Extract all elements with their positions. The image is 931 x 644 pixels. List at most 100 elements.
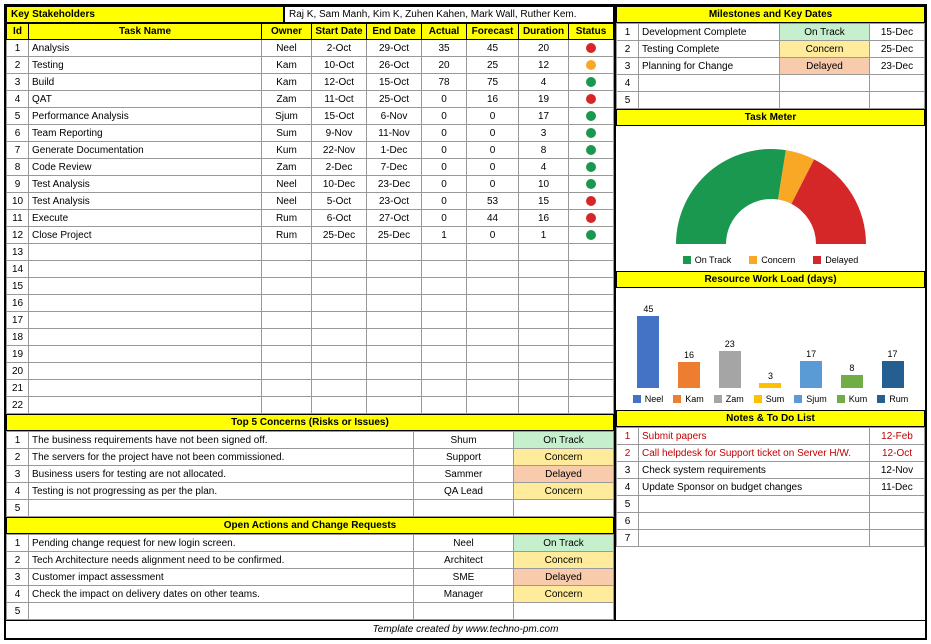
task-start[interactable]: 6-Oct [312,210,367,227]
issue-text[interactable]: Tech Architecture needs alignment need t… [29,552,414,569]
note-row[interactable]: 4 Update Sponsor on budget changes 11-De… [617,479,925,496]
task-row-empty[interactable]: 21 [7,380,614,397]
milestone-row[interactable]: 2 Testing Complete Concern 25-Dec [617,41,925,58]
issue-text[interactable]: Pending change request for new login scr… [29,535,414,552]
issue-owner[interactable]: Architect [414,552,514,569]
task-row-empty[interactable]: 14 [7,261,614,278]
task-duration[interactable]: 17 [519,108,569,125]
task-actual[interactable]: 1 [422,227,467,244]
task-forecast[interactable]: 0 [467,125,519,142]
task-name[interactable]: Team Reporting [29,125,262,142]
task-end[interactable]: 25-Oct [367,91,422,108]
task-owner[interactable]: Neel [262,193,312,210]
note-row[interactable]: 7 [617,530,925,547]
task-row-empty[interactable]: 22 [7,397,614,414]
note-text[interactable]: Call helpdesk for Support ticket on Serv… [639,445,870,462]
note-date[interactable] [870,513,925,530]
issue-row[interactable]: 2 The servers for the project have not b… [7,449,614,466]
issue-owner[interactable]: Manager [414,586,514,603]
task-row-empty[interactable]: 18 [7,329,614,346]
task-actual[interactable]: 0 [422,176,467,193]
note-date[interactable]: 12-Feb [870,428,925,445]
note-date[interactable]: 12-Nov [870,462,925,479]
task-row[interactable]: 10 Test Analysis Neel 5-Oct 23-Oct 0 53 … [7,193,614,210]
task-duration[interactable]: 4 [519,74,569,91]
task-forecast[interactable]: 0 [467,227,519,244]
task-forecast[interactable]: 0 [467,176,519,193]
task-start[interactable]: 9-Nov [312,125,367,142]
milestone-row[interactable]: 3 Planning for Change Delayed 23-Dec [617,58,925,75]
issue-row[interactable]: 1 Pending change request for new login s… [7,535,614,552]
task-end[interactable]: 27-Oct [367,210,422,227]
issue-owner[interactable]: SME [414,569,514,586]
task-owner[interactable]: Rum [262,210,312,227]
issue-owner[interactable]: Sammer [414,466,514,483]
task-row-empty[interactable]: 16 [7,295,614,312]
task-name[interactable]: Code Review [29,159,262,176]
task-row[interactable]: 6 Team Reporting Sum 9-Nov 11-Nov 0 0 3 [7,125,614,142]
issue-owner[interactable]: Shum [414,432,514,449]
task-owner[interactable]: Neel [262,176,312,193]
note-date[interactable] [870,496,925,513]
milestone-row-empty[interactable]: 4 [617,75,925,92]
task-row-empty[interactable]: 20 [7,363,614,380]
task-row[interactable]: 7 Generate Documentation Kum 22-Nov 1-De… [7,142,614,159]
task-forecast[interactable]: 0 [467,159,519,176]
task-owner[interactable]: Zam [262,159,312,176]
issue-text[interactable]: The servers for the project have not bee… [29,449,414,466]
task-row[interactable]: 2 Testing Kam 10-Oct 26-Oct 20 25 12 [7,57,614,74]
task-name[interactable]: Test Analysis [29,176,262,193]
task-duration[interactable]: 15 [519,193,569,210]
task-name[interactable]: Testing [29,57,262,74]
note-row[interactable]: 1 Submit papers 12-Feb [617,428,925,445]
task-forecast[interactable]: 45 [467,40,519,57]
task-end[interactable]: 11-Nov [367,125,422,142]
issue-text[interactable]: Check the impact on delivery dates on ot… [29,586,414,603]
note-row[interactable]: 6 [617,513,925,530]
task-end[interactable]: 25-Dec [367,227,422,244]
milestone-name[interactable]: Testing Complete [639,41,780,58]
task-duration[interactable]: 20 [519,40,569,57]
note-date[interactable] [870,530,925,547]
task-forecast[interactable]: 44 [467,210,519,227]
task-actual[interactable]: 20 [422,57,467,74]
task-end[interactable]: 29-Oct [367,40,422,57]
task-owner[interactable]: Sjum [262,108,312,125]
task-end[interactable]: 15-Oct [367,74,422,91]
task-end[interactable]: 26-Oct [367,57,422,74]
task-duration[interactable]: 4 [519,159,569,176]
task-start[interactable]: 22-Nov [312,142,367,159]
task-owner[interactable]: Sum [262,125,312,142]
task-row-empty[interactable]: 15 [7,278,614,295]
note-text[interactable]: Update Sponsor on budget changes [639,479,870,496]
note-text[interactable] [639,496,870,513]
issue-row[interactable]: 3 Customer impact assessment SMEDelayed [7,569,614,586]
task-duration[interactable]: 16 [519,210,569,227]
task-forecast[interactable]: 0 [467,142,519,159]
task-end[interactable]: 1-Dec [367,142,422,159]
task-row-empty[interactable]: 17 [7,312,614,329]
task-owner[interactable]: Kam [262,74,312,91]
task-actual[interactable]: 0 [422,108,467,125]
task-end[interactable]: 7-Dec [367,159,422,176]
task-name[interactable]: Execute [29,210,262,227]
task-actual[interactable]: 0 [422,210,467,227]
task-forecast[interactable]: 75 [467,74,519,91]
task-actual[interactable]: 0 [422,91,467,108]
task-actual[interactable]: 0 [422,159,467,176]
note-text[interactable] [639,513,870,530]
task-duration[interactable]: 3 [519,125,569,142]
stakeholders-value[interactable]: Raj K, Sam Manh, Kim K, Zuhen Kahen, Mar… [284,6,614,23]
task-duration[interactable]: 1 [519,227,569,244]
note-date[interactable]: 11-Dec [870,479,925,496]
task-start[interactable]: 25-Dec [312,227,367,244]
issue-row[interactable]: 1 The business requirements have not bee… [7,432,614,449]
issue-owner[interactable] [414,500,514,517]
note-text[interactable] [639,530,870,547]
task-row[interactable]: 12 Close Project Rum 25-Dec 25-Dec 1 0 1 [7,227,614,244]
task-actual[interactable]: 0 [422,125,467,142]
task-end[interactable]: 23-Oct [367,193,422,210]
task-name[interactable]: Generate Documentation [29,142,262,159]
task-end[interactable]: 6-Nov [367,108,422,125]
issue-row[interactable]: 5 [7,500,614,517]
